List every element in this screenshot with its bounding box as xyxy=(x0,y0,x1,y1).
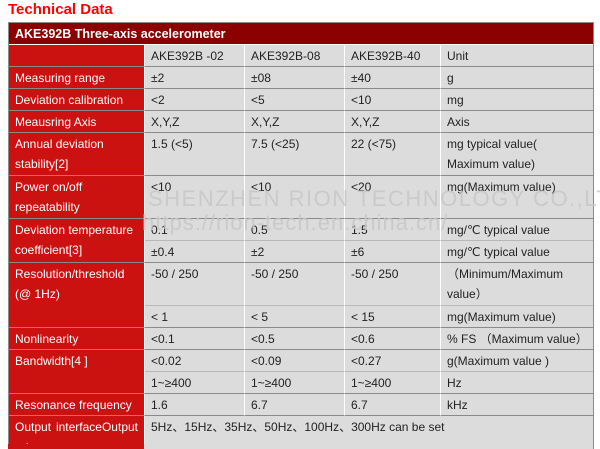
page-title: Technical Data xyxy=(8,1,113,18)
value-cell: 22 (<75) xyxy=(345,133,441,176)
column-header-empty xyxy=(9,45,145,67)
unit-cell: mg xyxy=(441,89,594,111)
value-cell: 1~≥400 xyxy=(145,372,245,394)
value-cell: X,Y,Z xyxy=(145,111,245,133)
unit-cell: mg/℃ typical value xyxy=(441,241,594,263)
value-cell: <0.1 xyxy=(145,328,245,350)
value-cell: 6.7 xyxy=(345,394,441,416)
row-label: Resonance frequency xyxy=(9,394,145,416)
value-cell: X,Y,Z xyxy=(245,111,345,133)
unit-cell: mg(Maximum value) xyxy=(441,306,594,328)
column-header: AKE392B-40 xyxy=(345,45,441,67)
value-cell: <10 xyxy=(345,89,441,111)
row-label: Annual deviation stability[2] xyxy=(9,133,145,176)
table-row: < 1 < 5 < 15 mg(Maximum value) xyxy=(9,306,594,328)
value-cell: ±0.4 xyxy=(145,241,245,263)
value-cell: ±08 xyxy=(245,67,345,89)
row-label: Resolution/threshold (@ 1Hz) xyxy=(9,263,145,328)
unit-cell: mg/℃ typical value xyxy=(441,219,594,241)
next-row-label-cutoff xyxy=(8,444,144,449)
value-cell: <0.27 xyxy=(345,350,441,372)
value-cell: X,Y,Z xyxy=(345,111,441,133)
table-row: Bandwidth[4 ] <0.02 <0.09 <0.27 g(Maximu… xyxy=(9,350,594,394)
value-cell: 1.5 xyxy=(345,219,441,241)
table-row: ±0.4 ±2 ±6 mg/℃ typical value xyxy=(9,241,594,263)
row-label: Deviation calibration xyxy=(9,89,145,111)
table-row: Meausring Axis X,Y,Z X,Y,Z X,Y,Z Axis xyxy=(9,111,594,133)
table-row: Power on/off repeatability <10 <10 <20 m… xyxy=(9,176,594,219)
value-cell: 0.5 xyxy=(245,219,345,241)
column-header: Unit xyxy=(441,45,594,67)
table-row: Resonance frequency 1.6 6.7 6.7 kHz xyxy=(9,394,594,416)
value-cell: ±6 xyxy=(345,241,441,263)
value-cell: 1~≥400 xyxy=(245,372,345,394)
value-cell: <10 xyxy=(145,176,245,219)
column-header: AKE392B -02 xyxy=(145,45,245,67)
value-cell: 1.5 (<5) xyxy=(145,133,245,176)
value-cell: <0.02 xyxy=(145,350,245,372)
table-row: Annual deviation stability[2] 1.5 (<5) 7… xyxy=(9,133,594,176)
value-cell: <20 xyxy=(345,176,441,219)
table-row: Measuring range ±2 ±08 ±40 g xyxy=(9,67,594,89)
value-cell: -50 / 250 xyxy=(145,263,245,306)
row-label: Bandwidth[4 ] xyxy=(9,350,145,394)
value-cell: ±2 xyxy=(245,241,345,263)
table-row: Output interfaceOutput rate 5Hz、15Hz、35H… xyxy=(9,416,594,449)
column-header: AKE392B-08 xyxy=(245,45,345,67)
unit-cell: g xyxy=(441,67,594,89)
value-cell: 6.7 xyxy=(245,394,345,416)
row-label: Measuring range xyxy=(9,67,145,89)
value-cell: <10 xyxy=(245,176,345,219)
value-cell: < 5 xyxy=(245,306,345,328)
value-cell: <0.09 xyxy=(245,350,345,372)
value-cell: < 1 xyxy=(145,306,245,328)
unit-cell: kHz xyxy=(441,394,594,416)
value-cell: 1~≥400 xyxy=(345,372,441,394)
table-row: Deviation temperature coefficient[3] 0.1… xyxy=(9,219,594,263)
row-label: Power on/off repeatability xyxy=(9,176,145,219)
unit-cell: Axis xyxy=(441,111,594,133)
unit-cell: mg(Maximum value) xyxy=(441,176,594,219)
merged-value-cell: 5Hz、15Hz、35Hz、50Hz、100Hz、300Hz can be se… xyxy=(145,416,594,449)
value-cell: ±2 xyxy=(145,67,245,89)
table-row: Resolution/threshold (@ 1Hz) -50 / 250 -… xyxy=(9,263,594,328)
value-cell: <5 xyxy=(245,89,345,111)
row-label: Nonlinearity xyxy=(9,328,145,350)
table-row: Nonlinearity <0.1 <0.5 <0.6 % FS （Maximu… xyxy=(9,328,594,350)
value-cell: -50 / 250 xyxy=(345,263,441,306)
table-title: AKE392B Three-axis accelerometer xyxy=(9,23,594,45)
column-header-row: AKE392B -02 AKE392B-08 AKE392B-40 Unit xyxy=(9,45,594,67)
unit-cell: g(Maximum value ) xyxy=(441,350,594,372)
value-cell: <0.6 xyxy=(345,328,441,350)
unit-cell: （Minimum/Maximum value） xyxy=(441,263,594,306)
value-cell: 0.1 xyxy=(145,219,245,241)
table-row: Deviation calibration <2 <5 <10 mg xyxy=(9,89,594,111)
table-row: 1~≥400 1~≥400 1~≥400 Hz xyxy=(9,372,594,394)
value-cell: 7.5 (<25) xyxy=(245,133,345,176)
next-row-cell-cutoff xyxy=(144,444,592,449)
value-cell: <0.5 xyxy=(245,328,345,350)
unit-cell: % FS （Maximum value） xyxy=(441,328,594,350)
value-cell: < 15 xyxy=(345,306,441,328)
value-cell: <2 xyxy=(145,89,245,111)
value-cell: 1.6 xyxy=(145,394,245,416)
unit-cell: mg typical value( Maximum value) xyxy=(441,133,594,176)
value-cell: -50 / 250 xyxy=(245,263,345,306)
row-label: Deviation temperature coefficient[3] xyxy=(9,219,145,263)
unit-cell: Hz xyxy=(441,372,594,394)
spec-table: AKE392B Three-axis accelerometer AKE392B… xyxy=(8,22,595,449)
row-label: Meausring Axis xyxy=(9,111,145,133)
table-title-row: AKE392B Three-axis accelerometer xyxy=(9,23,594,45)
value-cell: ±40 xyxy=(345,67,441,89)
